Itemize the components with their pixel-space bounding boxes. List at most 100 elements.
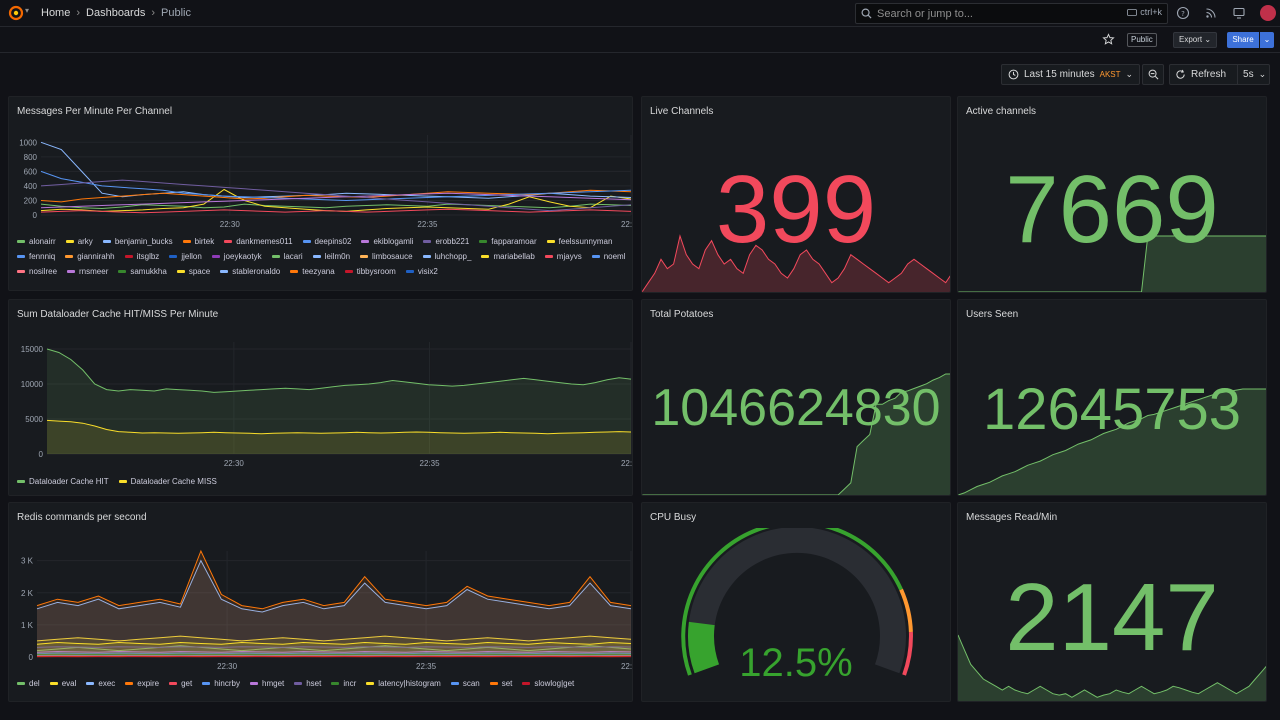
legend-item[interactable]: fennniq — [17, 252, 55, 261]
legend-item[interactable]: itsglbz — [124, 252, 159, 261]
legend-item[interactable]: exec — [86, 679, 115, 688]
legend-item[interactable]: samukkha — [118, 267, 167, 276]
legend-item[interactable]: dankmemes011 — [224, 237, 293, 246]
y-tick-label: 600 — [24, 167, 38, 176]
legend-item[interactable]: del — [17, 679, 40, 688]
legend-item[interactable]: noeml — [591, 252, 626, 261]
legend-item[interactable]: arky — [65, 237, 93, 246]
legend-item[interactable]: visix2 — [405, 267, 438, 276]
legend-swatch — [331, 682, 340, 685]
gauge-threshold-green — [681, 528, 903, 676]
legend-item[interactable]: deepins02 — [302, 237, 351, 246]
legend-swatch — [489, 682, 498, 685]
legend-item[interactable]: mjayvs — [544, 252, 582, 261]
avatar[interactable] — [1260, 5, 1276, 21]
legend-item[interactable]: latency|histogram — [366, 679, 441, 688]
legend-swatch — [118, 270, 127, 273]
legend-item[interactable]: fapparamoar — [479, 237, 537, 246]
legend-item[interactable]: alonairr — [17, 237, 56, 246]
legend-item[interactable]: giannirahh — [65, 252, 115, 261]
cpu-busy-gauge — [681, 528, 913, 676]
chevron-down-icon[interactable]: ▾ — [25, 6, 30, 15]
sparkline-area — [958, 635, 1266, 701]
legend-item[interactable]: erobb221 — [423, 237, 469, 246]
legend-item[interactable]: Dataloader Cache MISS — [118, 477, 217, 486]
export-button[interactable]: Export ⌄ — [1173, 32, 1218, 48]
legend-item[interactable]: incr — [331, 679, 356, 688]
refresh-button[interactable]: Refresh 5s ⌄ — [1169, 64, 1270, 85]
legend-item[interactable]: rnsmeer — [67, 267, 108, 276]
chart-legend: Dataloader Cache HIT Dataloader Cache MIS… — [17, 477, 627, 486]
series-line-deepins02 — [40, 170, 632, 202]
legend-item[interactable]: eval — [49, 679, 76, 688]
refresh-interval[interactable]: 5s — [1243, 69, 1254, 80]
panel-title: Users Seen — [966, 309, 1019, 320]
breadcrumb-home[interactable]: Home — [41, 7, 71, 19]
zoom-out-icon — [1148, 69, 1158, 80]
legend-item[interactable]: tibbysroom — [344, 267, 396, 276]
legend-item[interactable]: birtek — [182, 237, 214, 246]
series-line-hset — [36, 646, 632, 648]
legend-item[interactable]: hset — [294, 679, 321, 688]
legend-item[interactable]: set — [489, 679, 512, 688]
legend-item[interactable]: joeykaotyk — [211, 252, 262, 261]
legend-item[interactable]: expire — [125, 679, 159, 688]
star-icon[interactable] — [1102, 33, 1115, 46]
legend-item[interactable]: space — [176, 267, 210, 276]
chevron-down-icon: ⌄ — [1204, 35, 1212, 44]
breadcrumb-current: Public — [161, 7, 191, 19]
stat-value: 2147 — [1005, 564, 1219, 671]
legend-swatch — [312, 255, 321, 258]
legend-item[interactable]: hincrby — [202, 679, 240, 688]
search-input[interactable]: Search or jump to... ctrl+k — [855, 3, 1168, 24]
legend-item[interactable]: jjellon — [169, 252, 202, 261]
legend-swatch — [176, 270, 185, 273]
y-tick-label: 3 K — [21, 557, 34, 566]
sparkline-line — [642, 373, 950, 495]
legend-item[interactable]: slowlog|get — [522, 679, 574, 688]
panel-title: Redis commands per second — [17, 512, 147, 523]
divider — [1237, 65, 1239, 84]
gauge-value-arc — [688, 621, 720, 674]
legend-label: feelssunnyman — [558, 237, 613, 246]
legend-item[interactable]: benjamin_bucks — [102, 237, 173, 246]
legend-item[interactable]: mariabellab — [481, 252, 535, 261]
help-icon[interactable]: ? — [1176, 6, 1190, 20]
share-button[interactable]: Share — [1227, 32, 1259, 48]
legend-item[interactable]: scan — [450, 679, 480, 688]
legend-item[interactable]: teezyana — [290, 267, 335, 276]
legend-item[interactable]: limbosauce — [360, 252, 413, 261]
legend-label: luhchopp_ — [434, 252, 472, 261]
chart-legend: del eval exec expire get hincrby hmget hset incr… — [17, 679, 627, 688]
sparkline-area — [958, 236, 1266, 292]
legend-swatch — [423, 240, 432, 243]
legend-item[interactable]: lacari — [271, 252, 303, 261]
time-range-picker[interactable]: Last 15 minutes AKST ⌄ — [1001, 64, 1140, 85]
legend-item[interactable]: stableronaldo — [220, 267, 280, 276]
legend-item[interactable]: get — [169, 679, 192, 688]
legend-item[interactable]: luhchopp_ — [422, 252, 472, 261]
legend-item[interactable]: leilm0n — [312, 252, 350, 261]
legend-item[interactable]: feelssunnyman — [546, 237, 613, 246]
panel-messages-per-minute: Messages Per Minute Per Channel 0 200 400 6… — [8, 96, 633, 291]
y-tick-label: 10000 — [21, 380, 44, 389]
breadcrumb-dashboards[interactable]: Dashboards — [86, 7, 146, 19]
monitor-icon[interactable] — [1232, 6, 1246, 20]
share-menu-chevron-icon[interactable]: ⌄ — [1260, 32, 1274, 48]
legend-swatch — [86, 682, 95, 685]
zoom-out-button[interactable] — [1142, 64, 1164, 85]
rss-icon[interactable] — [1204, 6, 1218, 20]
legend-item[interactable]: Dataloader Cache HIT — [17, 477, 109, 486]
legend-label: exec — [98, 679, 116, 688]
x-tick-label: 22:30 — [220, 220, 241, 229]
grafana-logo-icon[interactable] — [8, 5, 24, 21]
y-tick-label: 15000 — [21, 345, 44, 354]
legend-swatch — [271, 255, 280, 258]
legend-swatch — [360, 255, 369, 258]
legend-item[interactable]: nosilree — [17, 267, 57, 276]
legend-item[interactable]: ekiblogamli — [361, 237, 413, 246]
x-tick-label: 22:35 — [416, 662, 437, 671]
legend-item[interactable]: hmget — [250, 679, 284, 688]
legend-label: noeml — [603, 252, 626, 261]
legend-swatch — [522, 682, 531, 685]
